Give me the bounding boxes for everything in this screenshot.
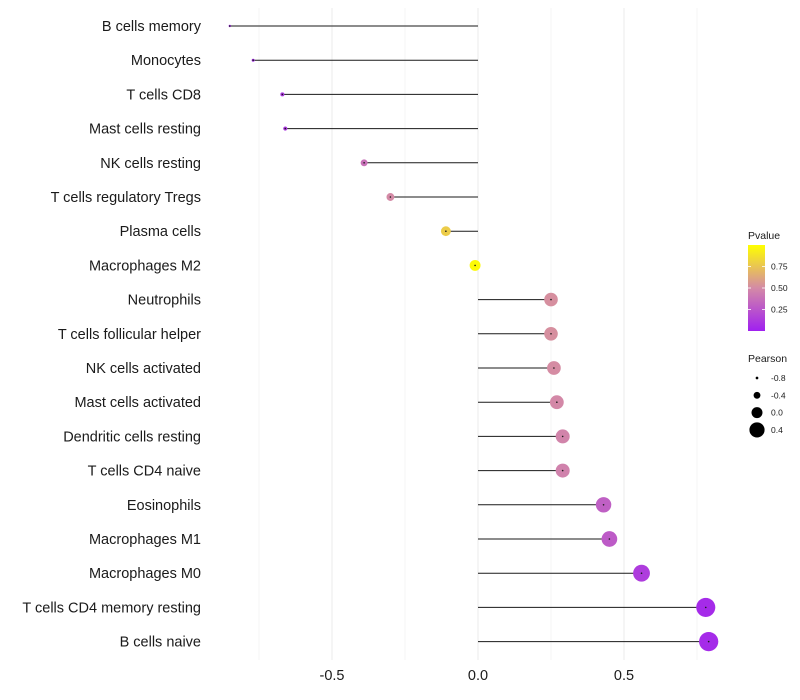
category-label: Eosinophils (127, 498, 201, 514)
category-label: T cells CD4 memory resting (22, 600, 201, 616)
category-label: Macrophages M1 (89, 532, 201, 548)
lollipop-point-center (550, 298, 552, 301)
category-label: Plasma cells (120, 224, 201, 240)
legend-pvalue-title: Pvalue (748, 230, 780, 242)
category-label: T cells CD4 naive (88, 464, 201, 480)
lollipop-point-center (561, 435, 564, 438)
legend-pvalue-tick-label: 0.25 (771, 305, 788, 315)
x-tick-label: 0.0 (468, 668, 488, 684)
legend-pearson-key (751, 407, 763, 419)
legend-pvalue-tick-label: 0.50 (771, 283, 788, 293)
legend-pearson-label: -0.4 (771, 390, 786, 400)
lollipop-point-center (608, 538, 611, 540)
category-label: B cells naive (120, 635, 201, 651)
lollipop-stems (229, 25, 709, 643)
category-label: Monocytes (131, 53, 201, 69)
x-tick-label: -0.5 (320, 668, 345, 684)
y-axis-category-labels: B cells memory Monocytes T cells CD8 Mast c… (22, 19, 201, 651)
legend-pearson-title: Pearson (748, 353, 787, 365)
lollipop-point-center (229, 25, 231, 27)
category-label: T cells follicular helper (58, 327, 201, 343)
lollipop-point-center (550, 333, 552, 335)
lollipop-point-center (389, 196, 392, 198)
category-label: T cells CD8 (126, 87, 201, 103)
category-label: Mast cells activated (74, 395, 201, 411)
legend-pvalue-colorbar (748, 245, 765, 331)
legend-pearson: Pearson -0.8 -0.4 0.0 0.4 (748, 353, 787, 438)
lollipop-point-center (556, 401, 558, 404)
legend-pearson-label: 0.0 (771, 408, 783, 418)
lollipop-point-center (704, 606, 707, 609)
lollipop-point-center (602, 504, 605, 506)
category-label: Macrophages M0 (89, 566, 201, 582)
lollipop-point-center (363, 162, 365, 164)
lollipop-point-center (281, 93, 284, 96)
lollipop-point-center (252, 59, 254, 61)
category-label: Dendritic cells resting (63, 429, 201, 445)
lollipop-point-center (474, 264, 476, 267)
legend-pvalue: Pvalue 0.75 0.50 0.25 (748, 230, 788, 331)
category-label: NK cells resting (100, 156, 201, 172)
legend-pearson-label: -0.8 (771, 373, 786, 383)
category-label: B cells memory (102, 19, 202, 35)
legend-pearson-key (753, 391, 761, 399)
category-label: Mast cells resting (89, 122, 201, 138)
x-tick-label: 0.5 (614, 668, 634, 684)
legend-pearson-key (749, 422, 765, 438)
lollipop-point-center (284, 127, 287, 130)
legend-pearson-label: 0.4 (771, 425, 783, 435)
x-axis-tick-labels: -0.5 0.0 0.5 (320, 668, 635, 684)
legend-pvalue-tick-label: 0.75 (771, 262, 788, 272)
legend-pearson-key (755, 376, 759, 380)
category-label: T cells regulatory Tregs (51, 190, 201, 206)
lollipop-point-center (445, 230, 447, 232)
category-label: Macrophages M2 (89, 258, 201, 274)
lollipop-point-center (553, 367, 555, 369)
lollipop-points (228, 24, 719, 652)
lollipop-point-center (707, 640, 710, 643)
lollipop-point-center (640, 572, 643, 574)
category-label: Neutrophils (128, 293, 201, 309)
category-label: NK cells activated (86, 361, 201, 377)
lollipop-point-center (561, 469, 564, 472)
